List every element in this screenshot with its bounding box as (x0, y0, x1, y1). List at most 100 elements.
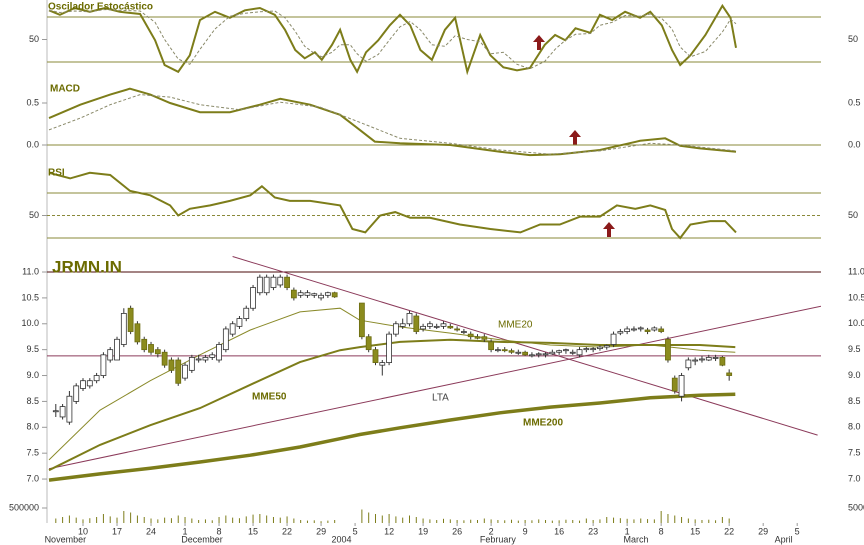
candle-body (637, 327, 644, 330)
candle-body (202, 357, 209, 361)
candle-body (222, 328, 229, 351)
candle-body (107, 349, 114, 361)
candle-body (168, 359, 175, 371)
candle-body (631, 328, 637, 331)
candle-body (644, 329, 651, 332)
x-tick-label: 22 (724, 526, 734, 536)
candle-body (134, 323, 141, 343)
y-tick-label-right: 10.0 (848, 318, 864, 328)
x-tick-label: 22 (282, 526, 292, 536)
panel-title: Oscilador Estocástico (48, 2, 153, 13)
month-label: December (181, 534, 223, 544)
candle-body (93, 375, 100, 382)
candle-body (420, 325, 426, 330)
candle-body (447, 325, 454, 329)
candle-body (685, 359, 692, 369)
month-label: April (775, 534, 793, 544)
y-tick-label-right: 7.0 (848, 473, 861, 483)
candle-body (699, 358, 705, 361)
candle-body (236, 318, 243, 327)
candle-body (467, 333, 474, 338)
moving-average (48, 307, 736, 461)
y-tick-label: 0.5 (26, 97, 39, 107)
panel-title: MACD (50, 84, 80, 95)
x-tick-label: 15 (690, 526, 700, 536)
panel (47, 3, 821, 76)
x-tick-label: 1 (625, 526, 630, 536)
panel (47, 87, 821, 157)
series-line (48, 87, 737, 157)
candle-body (597, 346, 603, 350)
candle-body (365, 336, 372, 351)
candle-body (617, 331, 624, 334)
candle-body (651, 327, 658, 331)
candle-body (161, 351, 168, 366)
x-tick-label: 16 (554, 526, 564, 536)
candle-body (318, 294, 324, 299)
moving-average (48, 338, 736, 472)
candle-body (188, 357, 195, 371)
candle-body (576, 349, 583, 356)
candle-body (569, 351, 576, 354)
y-tick-label: 8.5 (26, 396, 39, 406)
x-tick-label: 1 (183, 526, 188, 536)
candle-body (603, 345, 610, 348)
candle-body (243, 307, 250, 319)
x-tick-label: 26 (452, 526, 462, 536)
candle-body (535, 353, 542, 356)
series-line (48, 171, 737, 240)
y-tick-label: 8.0 (26, 422, 39, 432)
y-tick-label: 10.5 (21, 292, 39, 302)
candle-body (481, 336, 488, 340)
candle-body (508, 350, 515, 353)
candle-body (182, 364, 188, 379)
candle-body (209, 354, 216, 358)
candle-body (331, 292, 338, 298)
candle-body (488, 341, 495, 351)
y-tick-label-right: 500000 (848, 502, 864, 512)
candle-body (665, 338, 671, 361)
candle-body (80, 380, 86, 389)
candle-body (263, 276, 270, 294)
series-line (48, 94, 737, 155)
x-tick-label: 23 (588, 526, 598, 536)
candle-body (515, 351, 522, 354)
candle-body (277, 276, 284, 286)
x-tick-label: 5 (795, 526, 800, 536)
candle-body (290, 289, 297, 299)
series-label: MME200 (523, 418, 563, 429)
candle-body (399, 323, 406, 327)
x-tick-label: 12 (384, 526, 394, 536)
candle-body (495, 349, 501, 352)
trend-line (48, 305, 821, 470)
candle-body (413, 315, 420, 332)
x-tick-label: 9 (523, 526, 528, 536)
y-tick-label-right: 10.5 (848, 292, 864, 302)
y-tick-label-right: 7.5 (848, 448, 861, 458)
x-tick-label: 29 (758, 526, 768, 536)
y-tick-label: 500000 (9, 502, 39, 512)
y-tick-label-right: 9.5 (848, 344, 861, 354)
candle-body (542, 353, 549, 356)
candle-body (583, 348, 590, 351)
panel (47, 256, 821, 482)
candle-body (372, 349, 379, 363)
candle-body (216, 344, 222, 361)
candle-body (556, 350, 563, 353)
candle-body (726, 372, 733, 376)
y-tick-label-right: 9.0 (848, 370, 861, 380)
y-tick-label-right: 8.5 (848, 396, 861, 406)
y-tick-label-right: 11.0 (848, 266, 864, 276)
panel (55, 509, 730, 523)
month-label: March (623, 534, 648, 544)
x-tick-label: 19 (418, 526, 428, 536)
candle-body (678, 375, 685, 397)
series-label: MME50 (252, 392, 287, 403)
candle-body (705, 357, 712, 361)
y-tick-label: 50 (29, 210, 39, 220)
candle-body (304, 292, 311, 296)
candle-body (141, 338, 148, 351)
candle-body (148, 344, 154, 353)
candle-body (549, 351, 556, 355)
month-label: November (45, 534, 87, 544)
